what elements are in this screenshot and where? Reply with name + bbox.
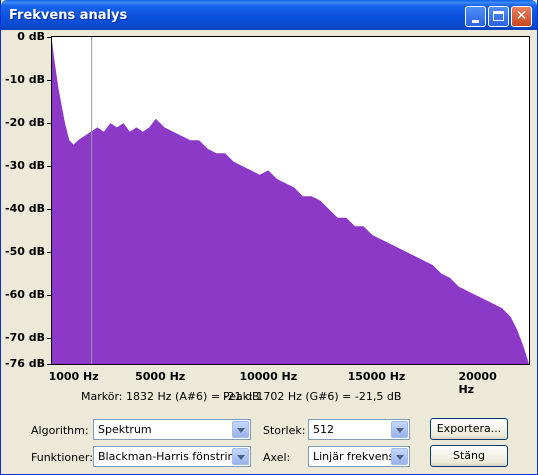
algorithm-select[interactable]: Spektrum <box>93 419 251 440</box>
x-tick-label: 1000 Hz <box>48 370 99 383</box>
y-tick-mark <box>47 338 51 340</box>
close-window-button[interactable]: ✕ <box>511 6 532 27</box>
y-tick-label: 0 dB <box>17 30 45 43</box>
x-tick-label: 20000 Hz <box>458 370 497 396</box>
functions-label: Funktioner: <box>31 451 93 464</box>
y-tick-label: -60 dB <box>5 288 45 302</box>
functions-value: Blackman-Harris fönstring <box>98 450 242 463</box>
close-button[interactable]: Stäng <box>430 445 508 467</box>
y-tick-label: -70 dB <box>5 331 45 345</box>
axis-value: Linjär frekvens <box>313 450 395 463</box>
y-tick-mark <box>47 37 51 38</box>
y-tick-label: -30 dB <box>5 159 45 173</box>
algorithm-label: Algorithm: <box>31 424 89 437</box>
chevron-down-icon[interactable] <box>232 421 249 438</box>
chevron-down-icon[interactable] <box>391 421 408 438</box>
y-tick-mark <box>47 123 51 125</box>
marker-readout: Markör: 1832 Hz (A#6) = -21 dB <box>81 390 260 403</box>
close-icon: ✕ <box>515 8 528 24</box>
maximize-button[interactable] <box>488 6 509 27</box>
chevron-down-icon[interactable] <box>391 448 408 465</box>
y-tick-mark <box>47 80 51 82</box>
export-button[interactable]: Exportera... <box>430 418 508 440</box>
spectrum-plot[interactable] <box>51 36 530 365</box>
axis-select[interactable]: Linjär frekvens <box>308 446 410 467</box>
size-select[interactable]: 512 <box>308 419 410 440</box>
algorithm-value: Spektrum <box>98 423 152 436</box>
y-tick-mark <box>47 252 51 254</box>
title-bar[interactable]: Frekvens analys ✕ <box>1 0 537 30</box>
axis-label: Axel: <box>263 451 291 464</box>
y-tick-mark <box>47 166 51 168</box>
size-label: Storlek: <box>263 424 306 437</box>
x-tick-label: 5000 Hz <box>135 370 186 383</box>
peak-readout: Peak: 1702 Hz (G#6) = -21,5 dB <box>223 390 402 403</box>
window-title: Frekvens analys <box>9 8 128 23</box>
x-tick-label: 10000 Hz <box>239 370 298 383</box>
y-tick-mark <box>47 209 51 211</box>
y-tick-label: -76 dB <box>5 357 45 370</box>
spectrum-area <box>52 41 529 365</box>
y-tick-label: -10 dB <box>5 73 45 87</box>
y-tick-label: -40 dB <box>5 202 45 216</box>
y-tick-mark <box>47 364 51 365</box>
chevron-down-icon[interactable] <box>232 448 249 465</box>
maximize-icon <box>493 11 504 21</box>
x-tick-label: 15000 Hz <box>347 370 406 383</box>
minimize-icon <box>472 20 479 23</box>
y-tick-label: -20 dB <box>5 116 45 130</box>
spectrum-svg[interactable] <box>52 37 529 365</box>
y-tick-mark <box>47 295 51 297</box>
minimize-button[interactable] <box>465 6 486 27</box>
functions-select[interactable]: Blackman-Harris fönstring <box>93 446 251 467</box>
size-value: 512 <box>313 423 334 436</box>
y-tick-label: -50 dB <box>5 245 45 259</box>
